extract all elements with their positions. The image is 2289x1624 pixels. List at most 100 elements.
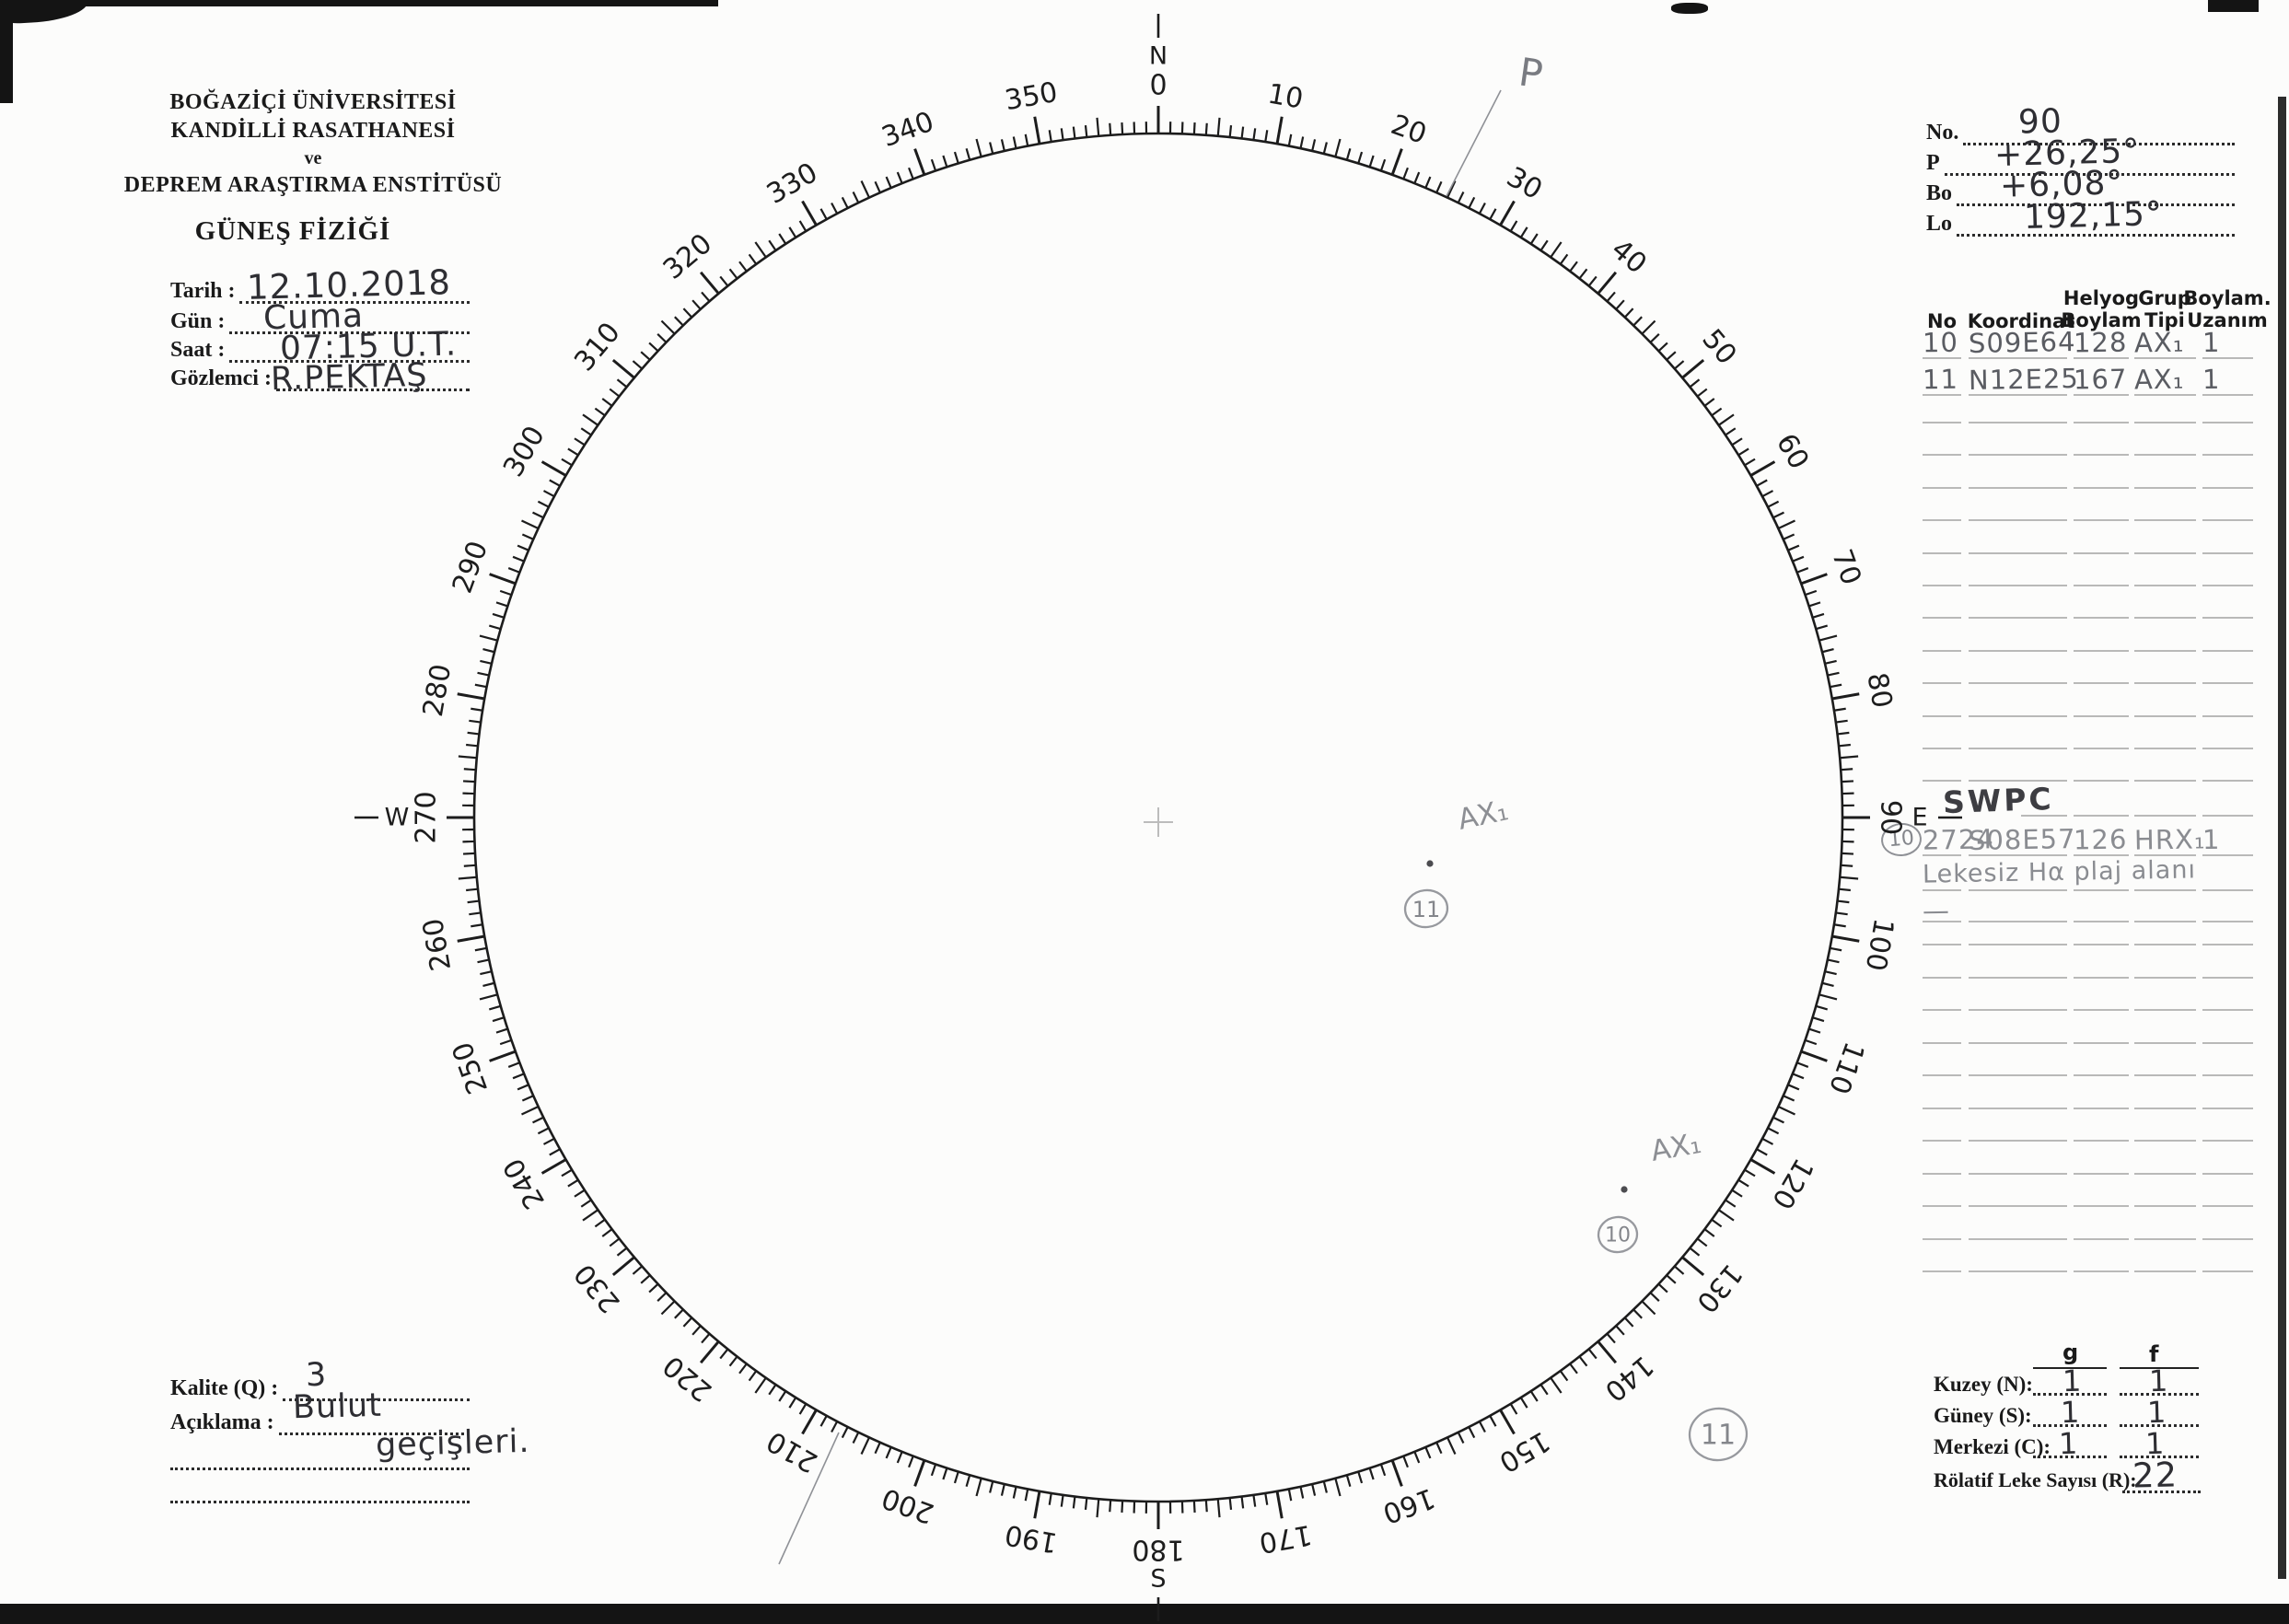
degree-label: 50	[1695, 323, 1742, 371]
degree-label: 70	[1825, 545, 1867, 589]
row-underline	[2202, 1074, 2253, 1076]
degree-label: 90	[1875, 800, 1907, 835]
scan-artifact	[0, 0, 718, 6]
row-underline	[2202, 682, 2253, 684]
row-underline	[2134, 617, 2196, 619]
cardinal-letter: W	[385, 804, 410, 832]
row-underline	[2202, 422, 2253, 423]
dotted-line	[283, 1398, 470, 1401]
row-underline	[1923, 1238, 1961, 1240]
row-underline	[2074, 585, 2129, 586]
row-underline	[2202, 1205, 2253, 1207]
row-underline	[1923, 617, 1961, 619]
row-underline	[1969, 1074, 2067, 1076]
row-underline	[2134, 1270, 2196, 1272]
row-underline	[2134, 454, 2196, 456]
row-underline	[1923, 1205, 1961, 1207]
cardinal-letter: E	[1911, 804, 1927, 832]
row-underline	[2074, 454, 2129, 456]
degree-label: 150	[1493, 1424, 1555, 1479]
row-underline	[2202, 487, 2253, 489]
row-underline	[2202, 944, 2253, 945]
row-underline	[1969, 617, 2067, 619]
row-underline	[2134, 357, 2196, 359]
degree-label: 220	[657, 1349, 718, 1408]
row-underline	[1969, 682, 2067, 684]
spot-count-summary: g f Kuzey (N): Güney (S): Merkezi (C): 1…	[1934, 1340, 2237, 1505]
row-underline	[2074, 715, 2129, 717]
row-underline	[2202, 585, 2253, 586]
field-aciklama: Açıklama :	[170, 1408, 470, 1435]
row-underline	[1969, 650, 2067, 652]
dotted-line	[1957, 233, 2235, 237]
institution-line: BOĞAZİÇİ ÜNİVERSİTESİ	[169, 90, 457, 114]
col-header-g: g	[2062, 1340, 2079, 1365]
institution-line: KANDİLLİ RASATHANESİ	[170, 119, 456, 143]
row-underline	[2134, 585, 2196, 586]
dotted-line	[1963, 142, 2235, 145]
row-underline	[1969, 394, 2067, 396]
scan-artifact	[0, 0, 13, 103]
degree-label: 130	[1690, 1258, 1749, 1318]
row-underline	[1923, 780, 1961, 782]
row-underline	[1969, 422, 2067, 423]
field-label: Kalite (Q) :	[170, 1376, 279, 1400]
circled-group-number-text: 11	[1412, 897, 1441, 922]
degree-label: 250	[447, 1038, 494, 1098]
degree-label: 60	[1770, 428, 1815, 475]
row-underline	[2074, 487, 2129, 489]
group-type-annotation: AX₁	[1455, 794, 1511, 837]
institution-header: BOĞAZİÇİ ÜNİVERSİTESİ KANDİLLİ RASATHANE…	[83, 88, 543, 247]
row-underline	[2074, 1009, 2129, 1011]
row-underline	[2074, 1270, 2129, 1272]
row-underline	[2074, 1108, 2129, 1109]
row-underline	[2074, 1173, 2129, 1175]
row-underline	[2202, 977, 2253, 979]
field-label: Tarih :	[170, 279, 236, 303]
row-underline	[2202, 854, 2253, 856]
row-underline	[1923, 977, 1961, 979]
scan-artifact	[2278, 97, 2286, 1579]
dotted-line	[2120, 1456, 2199, 1458]
degree-label: 160	[1378, 1481, 1439, 1529]
row-underline	[2134, 1205, 2196, 1207]
scan-artifact	[0, 1604, 2289, 1624]
sunspot-groups-table: No Koordinat Helyog Boylam Grup Tipi Boylam.…	[1879, 276, 2274, 1307]
degree-label: 140	[1598, 1349, 1659, 1408]
row-underline	[1969, 780, 2067, 782]
degree-label: 110	[1822, 1038, 1870, 1098]
row-underline	[2074, 617, 2129, 619]
row-underline	[1923, 1270, 1961, 1272]
row-underline	[2134, 1108, 2196, 1109]
row-underline	[2202, 1108, 2253, 1109]
row-underline	[1969, 1238, 2067, 1240]
sunspot-dot	[1426, 860, 1434, 867]
dotted-line	[170, 1467, 470, 1470]
row-underline	[1923, 1042, 1961, 1044]
field-label: No.	[1926, 121, 1959, 145]
row-underline	[2074, 815, 2129, 817]
degree-label: 20	[1387, 109, 1431, 151]
dotted-line	[2120, 1393, 2199, 1396]
circled-group-number	[1688, 1407, 1749, 1462]
row-underline	[1969, 454, 2067, 456]
row-underline	[1923, 454, 1961, 456]
field-label: P	[1926, 151, 1940, 175]
row-underline	[1923, 519, 1961, 521]
field-lo: Lo	[1926, 209, 2235, 237]
row-underline	[2202, 889, 2253, 891]
row-underline	[2074, 1205, 2129, 1207]
field-p: P	[1926, 148, 2235, 176]
row-underline	[2074, 921, 2129, 922]
row-underline	[2074, 1140, 2129, 1142]
row-underline	[2074, 422, 2129, 423]
row-underline	[2074, 682, 2129, 684]
row-underline	[2134, 1173, 2196, 1175]
row-underline	[1969, 889, 2067, 891]
degree-label: 100	[1859, 916, 1900, 973]
row-underline	[2074, 1238, 2129, 1240]
row-underline	[2134, 977, 2196, 979]
dotted-line	[2120, 1424, 2199, 1427]
row-underline	[2134, 422, 2196, 423]
header-underline	[2033, 1367, 2107, 1369]
